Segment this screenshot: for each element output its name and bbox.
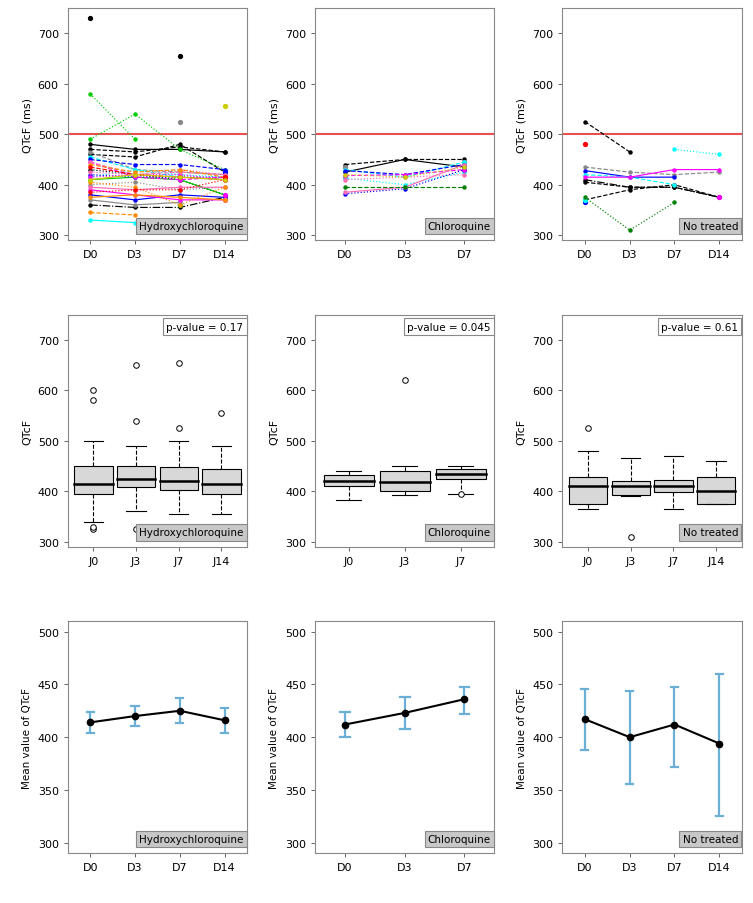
Text: p-value = 0.045: p-value = 0.045 bbox=[407, 322, 491, 332]
Bar bbox=[697, 478, 735, 504]
Y-axis label: Mean value of QTcF: Mean value of QTcF bbox=[517, 687, 527, 787]
Text: No treated: No treated bbox=[683, 528, 738, 538]
Text: Hydroxychloroquine: Hydroxychloroquine bbox=[139, 528, 243, 538]
Bar bbox=[569, 478, 607, 504]
Y-axis label: Mean value of QTcF: Mean value of QTcF bbox=[270, 687, 279, 787]
Y-axis label: QTcF (ms): QTcF (ms) bbox=[22, 98, 32, 153]
Text: Hydroxychloroquine: Hydroxychloroquine bbox=[139, 834, 243, 844]
Bar bbox=[435, 469, 486, 479]
Bar bbox=[654, 480, 693, 493]
Y-axis label: QTcF (ms): QTcF (ms) bbox=[270, 98, 279, 153]
Y-axis label: QTcF: QTcF bbox=[270, 418, 279, 444]
Text: Chloroquine: Chloroquine bbox=[428, 834, 491, 844]
Bar bbox=[611, 481, 650, 495]
Text: No treated: No treated bbox=[683, 834, 738, 844]
Text: No treated: No treated bbox=[683, 222, 738, 232]
Y-axis label: QTcF: QTcF bbox=[22, 418, 32, 444]
Bar bbox=[75, 467, 113, 494]
Bar bbox=[203, 469, 241, 494]
Text: Chloroquine: Chloroquine bbox=[428, 528, 491, 538]
Text: p-value = 0.61: p-value = 0.61 bbox=[661, 322, 738, 332]
Text: p-value = 0.17: p-value = 0.17 bbox=[166, 322, 243, 332]
Y-axis label: QTcF (ms): QTcF (ms) bbox=[517, 98, 527, 153]
Bar bbox=[117, 467, 155, 488]
Bar bbox=[324, 476, 374, 487]
Bar bbox=[380, 471, 430, 492]
Text: Chloroquine: Chloroquine bbox=[428, 222, 491, 232]
Text: Hydroxychloroquine: Hydroxychloroquine bbox=[139, 222, 243, 232]
Y-axis label: Mean value of QTcF: Mean value of QTcF bbox=[22, 687, 32, 787]
Y-axis label: QTcF: QTcF bbox=[517, 418, 527, 444]
Bar bbox=[160, 468, 198, 490]
